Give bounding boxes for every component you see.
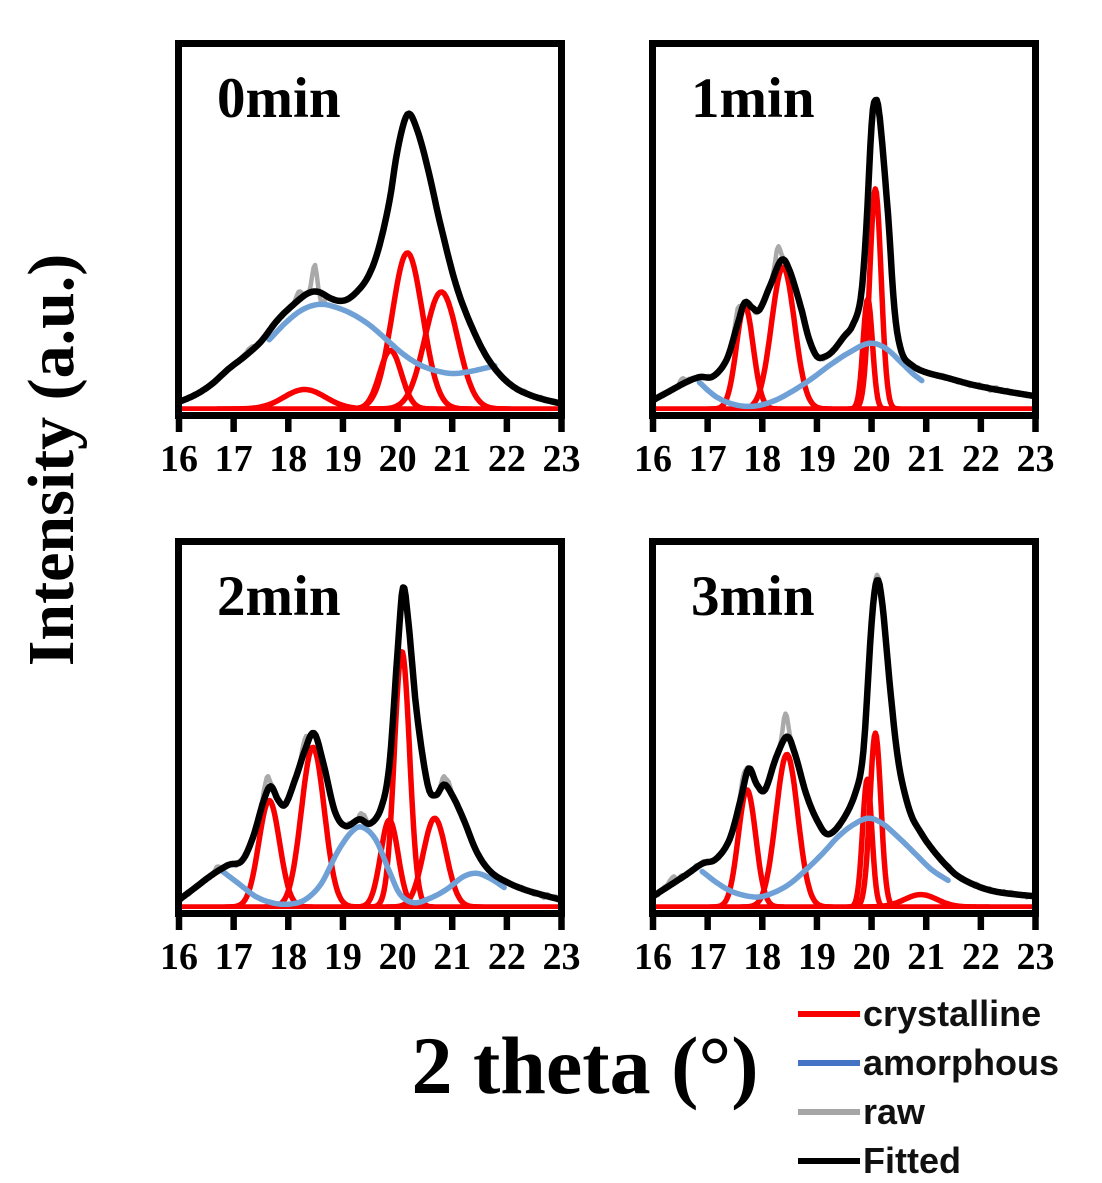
legend-line-raw-icon <box>798 1109 860 1115</box>
legend-label-crystalline: crystalline <box>863 993 1042 1034</box>
plot-1min: 16 17 18 19 20 21 22 23 <box>634 40 1055 480</box>
plot-3min: 16 17 18 19 20 21 22 23 <box>634 538 1055 978</box>
svg-text:19: 19 <box>798 438 836 480</box>
svg-text:20: 20 <box>379 936 417 978</box>
svg-text:17: 17 <box>689 438 727 480</box>
panel-label-2min: 2min <box>217 565 341 628</box>
svg-text:17: 17 <box>215 936 253 978</box>
svg-text:19: 19 <box>798 936 836 978</box>
svg-text:22: 22 <box>488 936 526 978</box>
panel-label-3min: 3min <box>691 565 815 628</box>
svg-text:22: 22 <box>962 936 1000 978</box>
svg-text:18: 18 <box>743 438 781 480</box>
svg-text:21: 21 <box>433 936 471 978</box>
svg-text:18: 18 <box>743 936 781 978</box>
legend-label-fitted: Fitted <box>863 1140 961 1181</box>
svg-text:23: 23 <box>1017 936 1055 978</box>
legend: crystalline amorphous raw Fitted <box>798 994 1059 1183</box>
svg-text:16: 16 <box>634 936 672 978</box>
legend-line-fitted-icon <box>798 1158 860 1164</box>
svg-text:21: 21 <box>907 438 945 480</box>
svg-text:16: 16 <box>634 438 672 480</box>
legend-line-amorphous-icon <box>798 1060 860 1066</box>
panel-label-1min: 1min <box>691 67 815 130</box>
svg-text:23: 23 <box>543 438 581 480</box>
svg-text:16: 16 <box>160 438 198 480</box>
plot-0min: 16 17 18 19 20 21 22 23 <box>160 40 581 480</box>
legend-item-amorphous: amorphous <box>798 1043 1059 1083</box>
legend-item-fitted: Fitted <box>798 1141 1059 1181</box>
svg-text:23: 23 <box>1017 438 1055 480</box>
svg-text:17: 17 <box>689 936 727 978</box>
legend-label-raw: raw <box>863 1091 926 1132</box>
legend-item-raw: raw <box>798 1092 1059 1132</box>
svg-text:19: 19 <box>324 438 362 480</box>
svg-text:18: 18 <box>269 936 307 978</box>
svg-text:21: 21 <box>907 936 945 978</box>
svg-text:17: 17 <box>215 438 253 480</box>
svg-text:22: 22 <box>962 438 1000 480</box>
svg-text:20: 20 <box>853 936 891 978</box>
svg-text:23: 23 <box>543 936 581 978</box>
svg-text:18: 18 <box>269 438 307 480</box>
y-axis-title: Intensity (a.u.) <box>15 253 88 667</box>
legend-line-crystalline-icon <box>798 1011 860 1017</box>
svg-text:16: 16 <box>160 936 198 978</box>
legend-item-crystalline: crystalline <box>798 994 1059 1034</box>
svg-text:20: 20 <box>379 438 417 480</box>
legend-label-amorphous: amorphous <box>863 1042 1060 1083</box>
x-axis-title: 2 theta (°) <box>411 1020 759 1111</box>
plot-2min: 16 17 18 19 20 21 22 23 <box>160 538 581 978</box>
svg-text:22: 22 <box>488 438 526 480</box>
svg-text:19: 19 <box>324 936 362 978</box>
svg-text:21: 21 <box>433 438 471 480</box>
panel-label-0min: 0min <box>217 67 341 130</box>
svg-text:20: 20 <box>853 438 891 480</box>
